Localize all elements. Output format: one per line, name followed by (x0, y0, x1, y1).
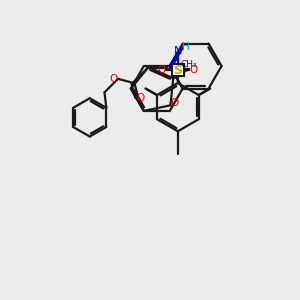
Text: O: O (170, 98, 178, 108)
Text: S: S (173, 64, 182, 77)
Text: O: O (190, 65, 198, 75)
Text: H: H (182, 42, 190, 52)
Text: O: O (137, 93, 145, 103)
Text: CH₃: CH₃ (180, 60, 197, 69)
Text: N: N (174, 46, 182, 56)
Bar (172, 64, 184, 76)
Text: O: O (158, 65, 166, 75)
Text: O: O (109, 74, 117, 84)
